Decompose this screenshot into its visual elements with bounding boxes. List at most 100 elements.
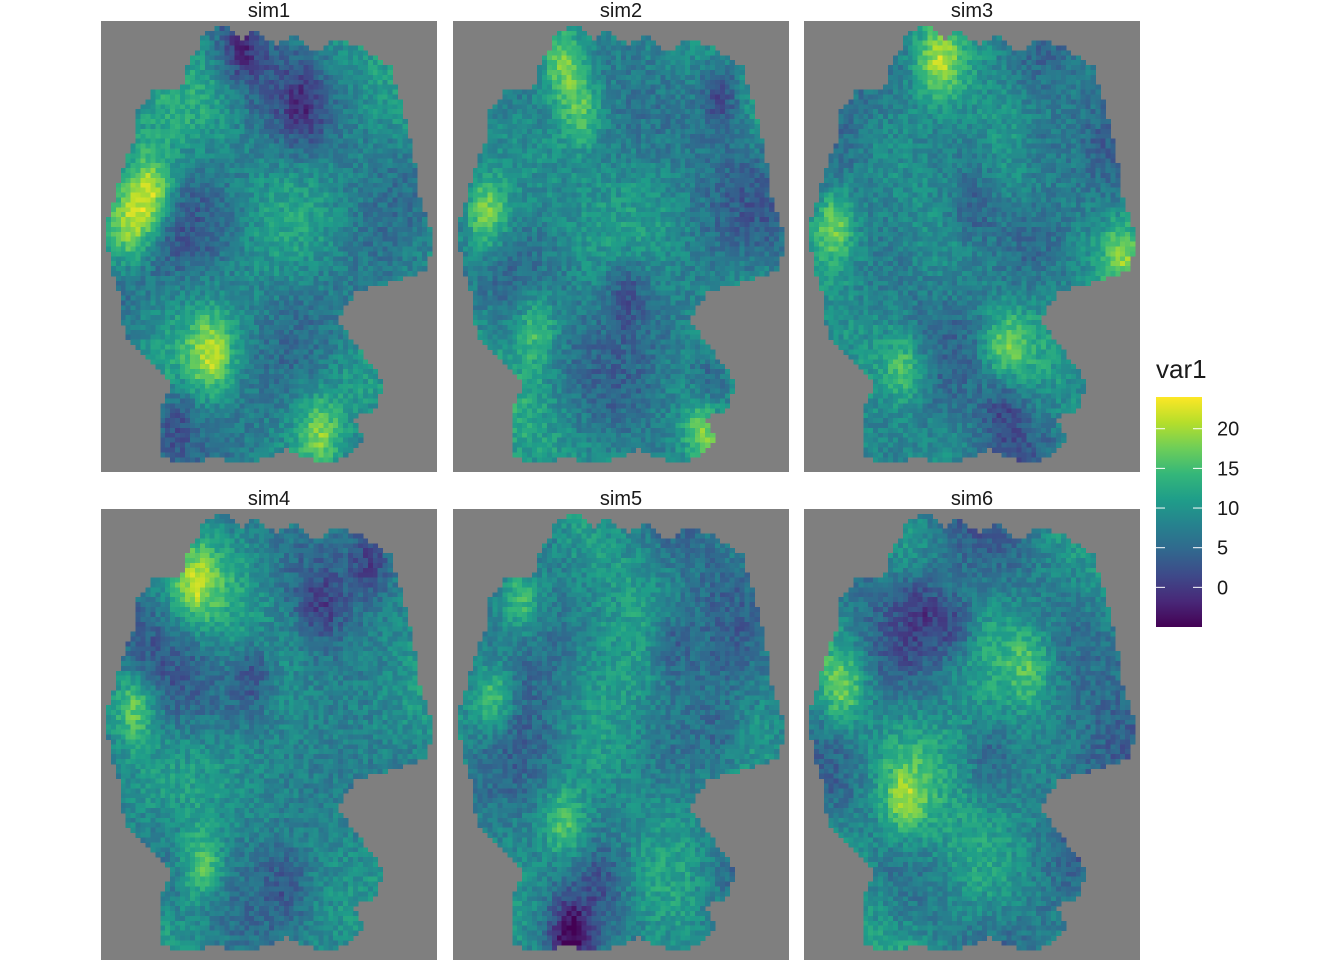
raster-cell bbox=[229, 403, 234, 408]
raster-cell bbox=[234, 109, 239, 114]
raster-cell bbox=[190, 398, 195, 403]
raster-cell bbox=[180, 354, 185, 359]
raster-cell bbox=[626, 65, 631, 70]
raster-cell bbox=[343, 197, 348, 202]
raster-cell bbox=[254, 403, 259, 408]
raster-cell bbox=[313, 50, 318, 55]
raster-cell bbox=[234, 232, 239, 237]
raster-cell bbox=[215, 41, 220, 46]
raster-cell bbox=[160, 163, 165, 168]
raster-cell bbox=[229, 60, 234, 65]
raster-cell bbox=[175, 428, 180, 433]
raster-cell bbox=[279, 163, 284, 168]
raster-cell bbox=[363, 153, 368, 158]
raster-cell bbox=[136, 212, 141, 217]
raster-cell bbox=[547, 60, 552, 65]
raster-cell bbox=[378, 75, 383, 80]
raster-cell bbox=[373, 65, 378, 70]
raster-cell bbox=[402, 139, 407, 144]
raster-cell bbox=[190, 227, 195, 232]
raster-cell bbox=[547, 75, 552, 80]
raster-cell bbox=[621, 46, 626, 51]
raster-cell bbox=[185, 163, 190, 168]
raster-cell bbox=[348, 109, 353, 114]
raster-cell bbox=[388, 70, 393, 75]
raster-cell bbox=[215, 300, 220, 305]
raster-cell bbox=[175, 325, 180, 330]
raster-cell bbox=[313, 335, 318, 340]
raster-cell bbox=[195, 50, 200, 55]
raster-cell bbox=[141, 251, 146, 256]
raster-cell bbox=[567, 60, 572, 65]
raster-cell bbox=[200, 369, 205, 374]
raster-cell bbox=[131, 173, 136, 178]
raster-cell bbox=[170, 447, 175, 452]
raster-cell bbox=[289, 433, 294, 438]
raster-cell bbox=[299, 325, 304, 330]
raster-cell bbox=[383, 217, 388, 222]
raster-cell bbox=[318, 153, 323, 158]
raster-cell bbox=[249, 291, 254, 296]
raster-cell bbox=[318, 394, 323, 399]
raster-cell bbox=[661, 80, 666, 85]
raster-cell bbox=[497, 109, 502, 114]
raster-cell bbox=[497, 114, 502, 119]
raster-cell bbox=[234, 75, 239, 80]
raster-cell bbox=[745, 95, 750, 100]
raster-cell bbox=[328, 438, 333, 443]
raster-cell bbox=[274, 124, 279, 129]
raster-cell bbox=[180, 403, 185, 408]
raster-cell bbox=[328, 256, 333, 261]
raster-cell bbox=[348, 75, 353, 80]
raster-cell bbox=[397, 222, 402, 227]
raster-cell bbox=[210, 65, 215, 70]
raster-cell bbox=[229, 168, 234, 173]
raster-cell bbox=[220, 41, 225, 46]
raster-cell bbox=[145, 144, 150, 149]
raster-cell bbox=[180, 95, 185, 100]
raster-cell bbox=[363, 85, 368, 90]
raster-cell bbox=[126, 202, 131, 207]
raster-cell bbox=[205, 418, 210, 423]
raster-cell bbox=[160, 408, 165, 413]
raster-cell bbox=[254, 364, 259, 369]
raster-cell bbox=[417, 222, 422, 227]
raster-cell bbox=[373, 379, 378, 384]
raster-cell bbox=[225, 188, 230, 193]
raster-cell bbox=[244, 320, 249, 325]
raster-cell bbox=[200, 134, 205, 139]
raster-cell bbox=[205, 379, 210, 384]
raster-cell bbox=[427, 247, 432, 252]
raster-cell bbox=[225, 433, 230, 438]
raster-cell bbox=[190, 325, 195, 330]
raster-cell bbox=[225, 207, 230, 212]
raster-cell bbox=[313, 374, 318, 379]
raster-cell bbox=[126, 261, 131, 266]
raster-cell bbox=[225, 408, 230, 413]
raster-cell bbox=[259, 212, 264, 217]
raster-cell bbox=[328, 423, 333, 428]
raster-cell bbox=[294, 227, 299, 232]
raster-cell bbox=[338, 447, 343, 452]
raster-cell bbox=[160, 237, 165, 242]
raster-cell bbox=[220, 345, 225, 350]
raster-cell bbox=[318, 134, 323, 139]
raster-cell bbox=[522, 90, 527, 95]
raster-cell bbox=[407, 271, 412, 276]
raster-cell bbox=[393, 104, 398, 109]
raster-cell bbox=[358, 124, 363, 129]
raster-cell bbox=[284, 188, 289, 193]
raster-cell bbox=[200, 242, 205, 247]
raster-cell bbox=[274, 438, 279, 443]
raster-cell bbox=[680, 104, 685, 109]
raster-cell bbox=[121, 251, 126, 256]
raster-cell bbox=[304, 124, 309, 129]
raster-cell bbox=[220, 173, 225, 178]
raster-cell bbox=[527, 114, 532, 119]
raster-cell bbox=[234, 222, 239, 227]
raster-cell bbox=[274, 251, 279, 256]
raster-cell bbox=[225, 438, 230, 443]
raster-cell bbox=[180, 183, 185, 188]
raster-cell bbox=[131, 305, 136, 310]
raster-cell bbox=[239, 325, 244, 330]
